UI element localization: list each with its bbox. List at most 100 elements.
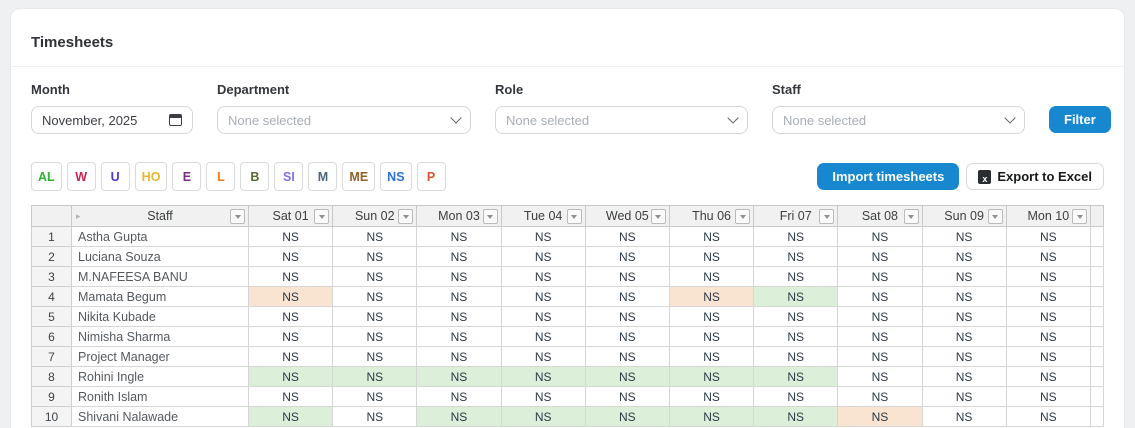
staff-name-cell[interactable]: Luciana Souza [71, 246, 249, 267]
timesheet-cell[interactable]: NS [921, 346, 1007, 367]
staff-name-cell[interactable]: M.NAFEESA BANU [71, 266, 249, 287]
timesheet-cell[interactable]: NS [500, 306, 586, 327]
timesheet-cell[interactable]: NS [332, 286, 418, 307]
timesheet-cell[interactable]: NS [500, 366, 586, 387]
day-column-header[interactable]: Wed 05 [584, 205, 670, 227]
department-select[interactable]: None selected [217, 106, 471, 134]
timesheet-cell[interactable]: NS [668, 386, 755, 407]
timesheet-cell[interactable]: NS [1005, 266, 1092, 287]
timesheet-cell[interactable]: NS [753, 326, 839, 347]
timesheet-cell[interactable]: NS [584, 406, 670, 427]
timesheet-cell[interactable]: NS [921, 286, 1007, 307]
day-column-header[interactable]: Sun 02 [332, 205, 418, 227]
timesheet-cell[interactable]: NS [584, 266, 670, 287]
day-column-header[interactable]: Mon 03 [416, 205, 502, 227]
timesheet-cell[interactable]: NS [416, 346, 502, 367]
timesheet-cell[interactable]: NS [1005, 246, 1092, 267]
timesheet-cell[interactable]: NS [500, 246, 586, 267]
timesheet-cell[interactable]: NS [584, 366, 670, 387]
calendar-icon[interactable] [169, 114, 182, 126]
timesheet-cell[interactable]: NS [500, 266, 586, 287]
timesheet-cell[interactable]: NS [921, 366, 1007, 387]
timesheet-cell[interactable]: NS [921, 246, 1007, 267]
staff-name-cell[interactable]: Shivani Nalawade [71, 406, 249, 427]
timesheet-cell[interactable]: NS [416, 326, 502, 347]
day-column-header[interactable]: Thu 06 [668, 205, 755, 227]
import-timesheets-button[interactable]: Import timesheets [817, 163, 960, 190]
timesheet-cell[interactable]: NS [837, 386, 923, 407]
timesheet-cell[interactable]: NS [247, 366, 334, 387]
timesheet-cell[interactable]: NS [837, 406, 923, 427]
timesheet-cell[interactable]: NS [584, 346, 670, 367]
filter-button[interactable]: Filter [1049, 106, 1111, 133]
timesheet-cell[interactable]: NS [332, 226, 418, 247]
timesheet-cell[interactable]: NS [332, 346, 418, 367]
timesheet-cell[interactable]: NS [247, 246, 334, 267]
filter-icon[interactable] [566, 209, 582, 224]
timesheet-cell[interactable]: NS [247, 266, 334, 287]
timesheet-cell[interactable]: NS [416, 306, 502, 327]
timesheet-cell[interactable]: NS [247, 306, 334, 327]
day-column-header[interactable]: Tue 04 [500, 205, 586, 227]
timesheet-cell[interactable]: NS [921, 306, 1007, 327]
timesheet-cell[interactable]: NS [753, 306, 839, 327]
day-column-header[interactable]: Sat 01 [247, 205, 334, 227]
month-input[interactable]: November, 2025 [31, 106, 193, 134]
staff-select[interactable]: None selected [772, 106, 1025, 134]
filter-icon[interactable] [735, 209, 751, 224]
staff-column-header[interactable]: ▸ Staff [71, 205, 249, 227]
export-to-excel-button[interactable]: x Export to Excel [966, 163, 1104, 190]
timesheet-cell[interactable]: NS [921, 226, 1007, 247]
timesheet-cell[interactable]: NS [332, 386, 418, 407]
timesheet-cell[interactable]: NS [500, 326, 586, 347]
timesheet-cell[interactable]: NS [837, 306, 923, 327]
timesheet-cell[interactable]: NS [332, 306, 418, 327]
timesheet-cell[interactable]: NS [837, 346, 923, 367]
filter-icon[interactable] [987, 209, 1003, 224]
timesheet-cell[interactable]: NS [921, 326, 1007, 347]
timesheet-cell[interactable]: NS [753, 386, 839, 407]
timesheet-cell[interactable]: NS [837, 366, 923, 387]
timesheet-cell[interactable]: NS [668, 266, 755, 287]
day-column-header[interactable]: Sun 09 [921, 205, 1007, 227]
timesheet-cell[interactable]: NS [1005, 306, 1092, 327]
timesheet-cell[interactable]: NS [332, 266, 418, 287]
timesheet-cell[interactable]: NS [332, 246, 418, 267]
timesheet-cell[interactable]: NS [332, 326, 418, 347]
timesheet-cell[interactable]: NS [584, 386, 670, 407]
timesheet-cell[interactable]: NS [416, 246, 502, 267]
timesheet-cell[interactable]: NS [668, 346, 755, 367]
timesheet-cell[interactable]: NS [753, 286, 839, 307]
staff-name-cell[interactable]: Astha Gupta [71, 226, 249, 247]
staff-name-cell[interactable]: Nikita Kubade [71, 306, 249, 327]
timesheet-cell[interactable]: NS [753, 406, 839, 427]
timesheet-cell[interactable]: NS [584, 226, 670, 247]
timesheet-cell[interactable]: NS [668, 326, 755, 347]
timesheet-cell[interactable]: NS [753, 366, 839, 387]
timesheet-cell[interactable]: NS [416, 386, 502, 407]
staff-name-cell[interactable]: Rohini Ingle [71, 366, 249, 387]
collapse-arrow-icon[interactable]: ▸ [76, 211, 81, 221]
timesheet-cell[interactable]: NS [668, 366, 755, 387]
timesheet-cell[interactable]: NS [668, 226, 755, 247]
timesheet-cell[interactable]: NS [500, 286, 586, 307]
timesheet-cell[interactable]: NS [584, 246, 670, 267]
timesheet-cell[interactable]: NS [753, 246, 839, 267]
timesheet-cell[interactable]: NS [247, 346, 334, 367]
timesheet-cell[interactable]: NS [753, 266, 839, 287]
timesheet-cell[interactable]: NS [500, 406, 586, 427]
timesheet-cell[interactable]: NS [668, 306, 755, 327]
timesheet-cell[interactable]: NS [416, 366, 502, 387]
timesheet-cell[interactable]: NS [247, 406, 334, 427]
timesheet-cell[interactable]: NS [500, 386, 586, 407]
staff-name-cell[interactable]: Ronith Islam [71, 386, 249, 407]
role-select[interactable]: None selected [495, 106, 748, 134]
timesheet-cell[interactable]: NS [332, 366, 418, 387]
timesheet-cell[interactable]: NS [668, 406, 755, 427]
timesheet-cell[interactable]: NS [332, 406, 418, 427]
day-column-header[interactable]: Sat 08 [837, 205, 923, 227]
staff-name-cell[interactable]: Nimisha Sharma [71, 326, 249, 347]
timesheet-cell[interactable]: NS [837, 286, 923, 307]
timesheet-cell[interactable]: NS [247, 386, 334, 407]
filter-icon[interactable] [314, 209, 330, 224]
